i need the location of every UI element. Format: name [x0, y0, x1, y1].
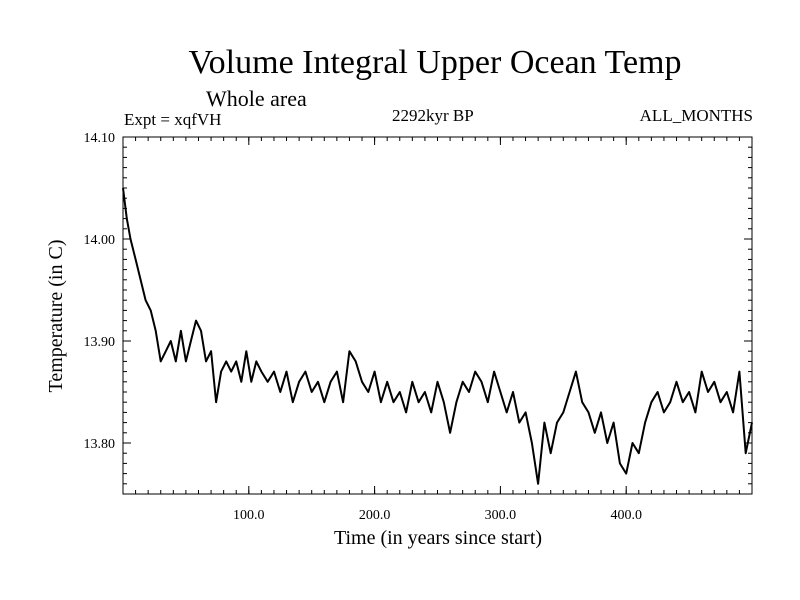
x-axis: 100.0 200.0 300.0 400.0 — [135, 137, 740, 523]
x-tick-label: 200.0 — [359, 508, 391, 523]
season-label: ALL_MONTHS — [639, 106, 753, 125]
x-tick-label: 400.0 — [610, 508, 642, 523]
x-tick-label: 300.0 — [485, 508, 517, 523]
experiment-label: Expt = xqfVH — [124, 110, 222, 129]
x-axis-label: Time (in years since start) — [334, 527, 542, 549]
plot-frame — [122, 136, 753, 495]
y-tick-label: 13.90 — [84, 335, 116, 350]
y-tick-label: 14.00 — [84, 233, 116, 248]
y-axis: 13.80 13.90 14.00 14.10 — [84, 131, 752, 495]
period-label: 2292kyr BP — [392, 106, 474, 125]
y-tick-label: 14.10 — [84, 131, 116, 146]
y-tick-label: 13.80 — [84, 437, 116, 452]
chart-subtitle: Whole area — [206, 86, 307, 111]
x-tick-label: 100.0 — [233, 508, 265, 523]
chart-title: Volume Integral Upper Ocean Temp — [188, 44, 682, 81]
temperature-series-line — [122, 187, 753, 485]
y-axis-label: Temperature (in C) — [45, 240, 67, 393]
